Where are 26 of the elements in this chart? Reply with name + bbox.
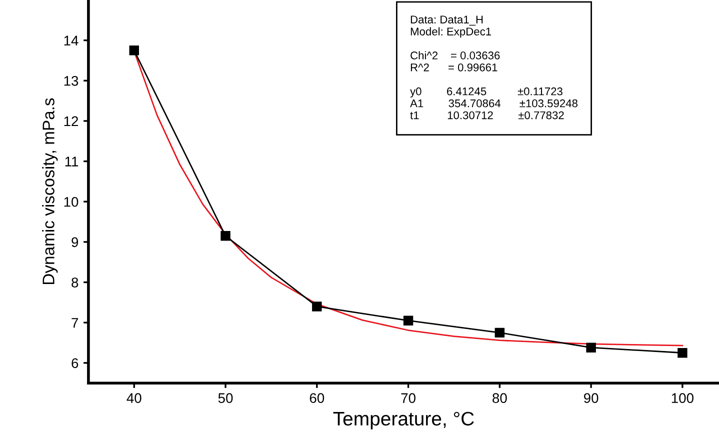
x-tick-label: 80 <box>492 393 507 404</box>
x-tick-label: 90 <box>584 393 598 404</box>
point <box>586 342 596 352</box>
point <box>312 302 322 312</box>
point <box>678 348 688 358</box>
y-axis-title: Dynamic viscosity, mPa.s <box>42 98 58 284</box>
y-tick-label: 7 <box>72 318 78 328</box>
x-tick-label: 60 <box>310 393 324 404</box>
y-tick-label: 8 <box>72 278 78 288</box>
point <box>403 316 414 326</box>
y-tick-label: 10 <box>64 196 78 207</box>
x-axis-title: Temperature, °C <box>333 412 474 430</box>
y-tick-label: 12 <box>64 116 78 126</box>
y-tick-label: 13 <box>64 76 78 86</box>
y-tick-label: 9 <box>72 237 78 248</box>
point <box>129 46 139 56</box>
x-tick-label: 40 <box>126 393 142 404</box>
point <box>494 328 505 338</box>
y-tick-label: 14 <box>64 36 78 46</box>
y-tick-label: 6 <box>72 358 78 368</box>
x-tick-label: 100 <box>672 393 694 404</box>
text: Data: Data1_H Model: ExpDec1 Chi^2 = 0.03636 R^2 = 0.99661 y0 6.41245 ±0.11723 A1 354.70864 ±103.59248 t1 10.30712 ±0.77832 <box>410 16 578 120</box>
point <box>220 231 230 241</box>
y-tick-label: 11 <box>65 156 78 166</box>
x-tick-label: 50 <box>218 393 233 404</box>
x-tick-label: 70 <box>401 393 416 404</box>
